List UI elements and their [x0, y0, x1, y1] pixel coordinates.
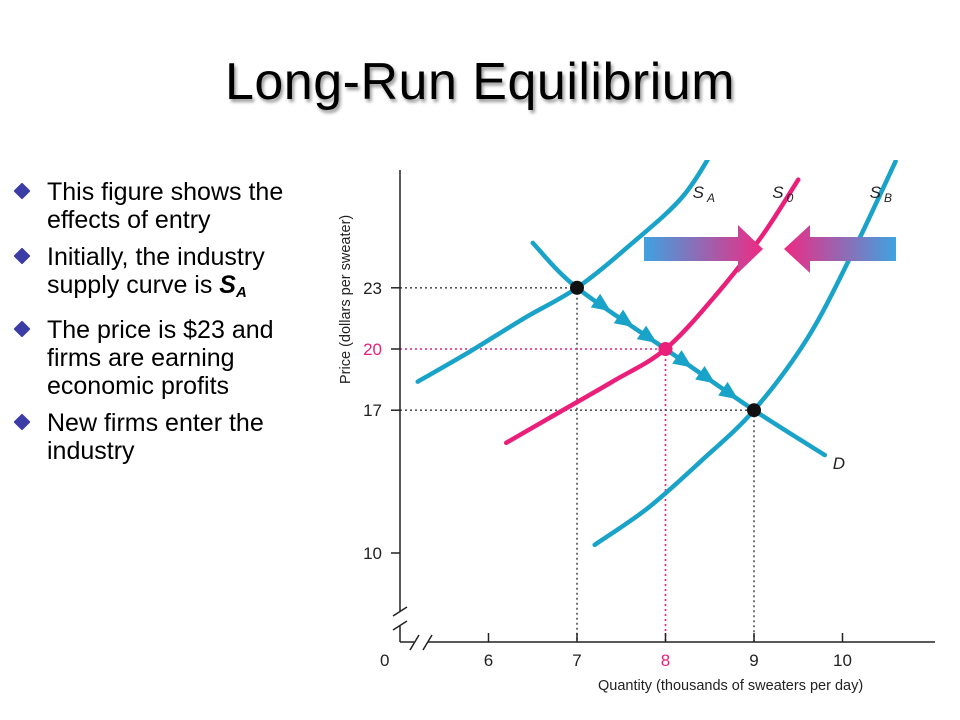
bullet-item: This figure shows the effects of entry	[13, 178, 314, 234]
y-axis-label: Price (dollars per sweater)	[338, 215, 354, 384]
equilibrium-point	[570, 280, 584, 295]
supply-curve-symbol: S	[219, 271, 236, 299]
equilibrium-points	[570, 280, 761, 418]
x-tick-label: 10	[833, 651, 852, 670]
supply-curve-label-subscript: B	[884, 191, 892, 205]
y-axis-break-icon	[392, 606, 408, 631]
bullet-list: This figure shows the effects of entry I…	[13, 178, 314, 474]
bullet-text: This figure shows the effects of entry	[47, 178, 284, 234]
bullet-item: New firms enter the industry	[13, 409, 314, 465]
diamond-bullet-icon	[13, 182, 31, 200]
curve-labels: S A S 0 S B D	[693, 183, 892, 473]
shift-right-arrow-icon	[644, 225, 763, 273]
y-tick-label: 23	[363, 279, 382, 298]
shift-arrows	[644, 225, 896, 273]
bullet-text: Initially, the industry supply curve is	[47, 243, 265, 299]
x-axis-break-icon	[409, 634, 433, 651]
demand-arrow-icon	[636, 325, 657, 344]
curves	[415, 160, 898, 548]
diamond-bullet-icon	[13, 320, 31, 338]
supply-curve-a	[415, 160, 711, 384]
x-tick-label: 9	[749, 651, 758, 670]
bullet-item: The price is $23 and firms are earning e…	[13, 316, 314, 400]
equilibrium-point	[658, 342, 673, 356]
bullet-text: New firms enter the industry	[47, 409, 264, 465]
slide-title: Long-Run Equilibrium	[224, 53, 736, 111]
origin-label: 0	[380, 651, 389, 670]
y-tick-label: 20	[363, 340, 382, 359]
x-tick-label: 6	[484, 651, 493, 670]
y-tick-label: 17	[363, 401, 382, 420]
y-tick-label: 10	[363, 544, 382, 563]
shift-left-arrow-icon	[784, 225, 896, 273]
guide-lines	[400, 287, 755, 642]
diamond-bullet-icon	[13, 247, 31, 265]
x-tick-label: 7	[572, 651, 581, 670]
demand-arrow-icon	[695, 365, 716, 384]
equilibrium-point	[747, 403, 761, 418]
y-ticks: 1017202330	[363, 279, 400, 563]
x-axis-label: Quantity (thousands of sweaters per day)	[598, 678, 863, 694]
bullet-item: Initially, the industry supply curve is …	[13, 243, 314, 307]
demand-arrow-icon	[672, 350, 693, 368]
x-tick-label: 8	[661, 651, 670, 670]
demand-arrow-icon	[590, 293, 611, 312]
x-ticks: 6 7 8 9 10	[484, 633, 852, 670]
diamond-bullet-icon	[13, 413, 31, 431]
bullet-text: The price is $23 and firms are earning e…	[47, 316, 274, 400]
axes: 0	[380, 170, 935, 670]
supply-curve-subscript: A	[235, 284, 247, 301]
demand-curve-label: D	[833, 454, 845, 473]
supply-curve-b	[592, 160, 898, 548]
demand-arrow-icon	[613, 309, 634, 328]
supply-curve-label-subscript: 0	[787, 191, 794, 205]
supply-curve-label-subscript: A	[706, 191, 715, 205]
demand-arrow-icon	[718, 381, 739, 400]
